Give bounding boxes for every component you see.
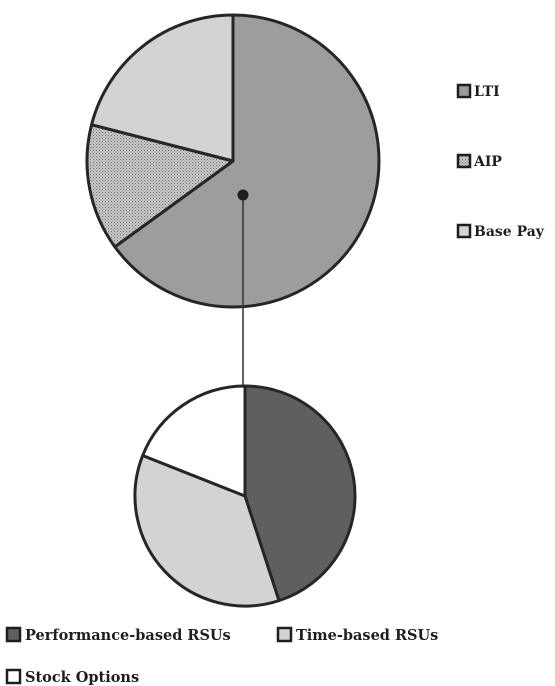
legend-swatch-performance-rsus bbox=[5, 626, 22, 643]
pie-slice-lti bbox=[113, 13, 381, 309]
legend-swatch-aip bbox=[456, 153, 472, 169]
legend-item-stock-options: Stock Options bbox=[5, 668, 139, 686]
legend-item-base-pay: Base Pay bbox=[456, 223, 545, 240]
main-pie bbox=[85, 13, 381, 309]
legend-item-time-rsus: Time-based RSUs bbox=[276, 626, 438, 644]
breakdown-pie bbox=[133, 384, 357, 608]
legend-label-base-pay: Base Pay bbox=[474, 224, 545, 240]
pie-slice-stock-options bbox=[141, 384, 247, 498]
legend-label-lti: LTI bbox=[474, 84, 500, 100]
legend-label-performance-rsus: Performance-based RSUs bbox=[25, 627, 231, 644]
legend-item-lti: LTI bbox=[456, 83, 500, 100]
legend-swatch-stock-options bbox=[5, 668, 22, 685]
legend-item-aip: AIP bbox=[456, 153, 502, 170]
legend-swatch-lti bbox=[456, 83, 472, 99]
legend-label-aip: AIP bbox=[473, 154, 502, 170]
legend-label-stock-options: Stock Options bbox=[25, 669, 139, 686]
legend-item-performance-rsus: Performance-based RSUs bbox=[5, 626, 231, 644]
legend-label-time-rsus: Time-based RSUs bbox=[296, 627, 438, 644]
pie-slice-time-based-rsus bbox=[133, 454, 281, 608]
pie-slice-aip bbox=[85, 123, 235, 249]
legend-main: LTI AIP Base Pay bbox=[456, 83, 545, 240]
pie-slice-base-pay bbox=[90, 13, 235, 163]
legend-breakdown: Performance-based RSUs Time-based RSUs S… bbox=[5, 626, 438, 686]
legend-swatch-base-pay bbox=[456, 223, 472, 239]
pie-slice-performance-based-rsus bbox=[243, 384, 357, 603]
legend-swatch-time-rsus bbox=[276, 626, 293, 643]
connector-dot bbox=[237, 189, 249, 201]
